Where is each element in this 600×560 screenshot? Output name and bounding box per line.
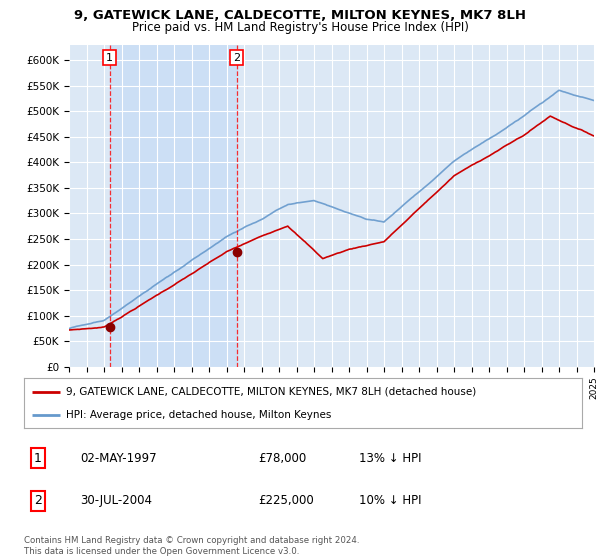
- Bar: [110, 45, 236, 367]
- Text: 1: 1: [106, 53, 113, 63]
- Text: 9, GATEWICK LANE, CALDECOTTE, MILTON KEYNES, MK7 8LH: 9, GATEWICK LANE, CALDECOTTE, MILTON KEY…: [74, 9, 526, 22]
- Text: Contains HM Land Registry data © Crown copyright and database right 2024.
This d: Contains HM Land Registry data © Crown c…: [24, 536, 359, 556]
- Text: 1: 1: [34, 452, 42, 465]
- Text: 2: 2: [34, 494, 42, 507]
- Text: 9, GATEWICK LANE, CALDECOTTE, MILTON KEYNES, MK7 8LH (detached house): 9, GATEWICK LANE, CALDECOTTE, MILTON KEY…: [66, 386, 476, 396]
- Text: HPI: Average price, detached house, Milton Keynes: HPI: Average price, detached house, Milt…: [66, 410, 331, 420]
- Text: 30-JUL-2004: 30-JUL-2004: [80, 494, 152, 507]
- Text: 2: 2: [233, 53, 240, 63]
- Text: £225,000: £225,000: [259, 494, 314, 507]
- Text: 13% ↓ HPI: 13% ↓ HPI: [359, 452, 421, 465]
- Text: Price paid vs. HM Land Registry's House Price Index (HPI): Price paid vs. HM Land Registry's House …: [131, 21, 469, 34]
- Text: £78,000: £78,000: [259, 452, 307, 465]
- Text: 10% ↓ HPI: 10% ↓ HPI: [359, 494, 421, 507]
- Text: 02-MAY-1997: 02-MAY-1997: [80, 452, 157, 465]
